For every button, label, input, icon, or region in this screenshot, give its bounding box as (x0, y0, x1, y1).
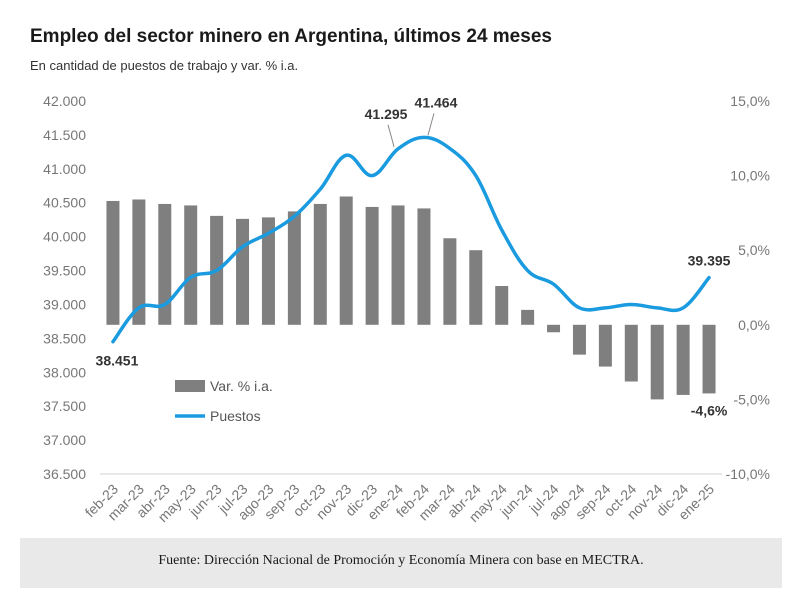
bar (261, 217, 275, 325)
y-right-tick-label: 10,0% (730, 168, 770, 184)
puestos-line (111, 135, 711, 344)
bar (547, 324, 561, 333)
y-left-tick-label: 36.500 (43, 466, 86, 482)
chart-title: Empleo del sector minero en Argentina, ú… (30, 26, 552, 47)
chart-subtitle: En cantidad de puestos de trabajo y var.… (30, 58, 299, 73)
bar-series (106, 196, 716, 400)
y-left-tick-label: 42.000 (43, 93, 86, 109)
y-left-tick-label: 38.000 (43, 364, 86, 380)
bar (313, 203, 327, 325)
bar (132, 199, 146, 325)
bar (339, 196, 353, 325)
data-labels: 38.451 41.295 41.464 39.395 -4,6% (96, 94, 731, 418)
y-left-tick-label: 40.000 (43, 229, 86, 245)
chart-area: 36.500 37.000 37.500 38.000 38.500 39.000 39.5… (43, 93, 770, 525)
bar (417, 208, 431, 325)
bar (676, 324, 690, 395)
bar (236, 218, 250, 325)
line-series (111, 135, 711, 344)
bar (106, 200, 120, 325)
y-right-tick-label: -5,0% (733, 391, 770, 407)
bar (365, 206, 379, 325)
data-label: 41.295 (365, 106, 408, 122)
data-label: 38.451 (96, 353, 139, 369)
source-note: Fuente: Dirección Nacional de Promoción … (158, 553, 644, 568)
bar (158, 203, 172, 325)
legend-bar-swatch (175, 380, 205, 392)
data-label: 41.464 (415, 94, 458, 110)
bar (443, 238, 457, 325)
bar (572, 324, 586, 355)
source-box: Fuente: Dirección Nacional de Promoción … (20, 538, 782, 588)
legend-line-label: Puestos (210, 408, 261, 424)
bar (184, 205, 198, 325)
leader-line (427, 113, 435, 136)
bar (287, 211, 301, 325)
bar (469, 250, 483, 325)
y-right-tick-label: -10,0% (726, 466, 770, 482)
bar (391, 205, 405, 325)
legend-bar-label: Var. % i.a. (210, 378, 273, 394)
leader-line (387, 124, 395, 147)
y-left-tick-label: 40.500 (43, 195, 86, 211)
y-right-tick-label: 5,0% (738, 242, 770, 258)
y-left-tick-label: 39.500 (43, 263, 86, 279)
bar (598, 324, 612, 367)
y-right-tick-label: 0,0% (738, 317, 770, 333)
bar (495, 286, 509, 325)
data-label: 39.395 (688, 253, 731, 269)
y-left-tick-label: 39.000 (43, 296, 86, 312)
y-left-tick-label: 38.500 (43, 330, 86, 346)
bar (650, 324, 664, 400)
bar (702, 324, 716, 394)
bar (624, 324, 638, 382)
y-right-tick-label: 15,0% (730, 93, 770, 109)
bar (521, 309, 535, 325)
y-left-tick-label: 41.500 (43, 127, 86, 143)
y-left-tick-label: 37.500 (43, 398, 86, 414)
y-left-tick-label: 41.000 (43, 161, 86, 177)
data-label: -4,6% (691, 402, 728, 418)
y-left-tick-label: 37.000 (43, 432, 86, 448)
legend: Var. % i.a. Puestos (175, 378, 273, 424)
